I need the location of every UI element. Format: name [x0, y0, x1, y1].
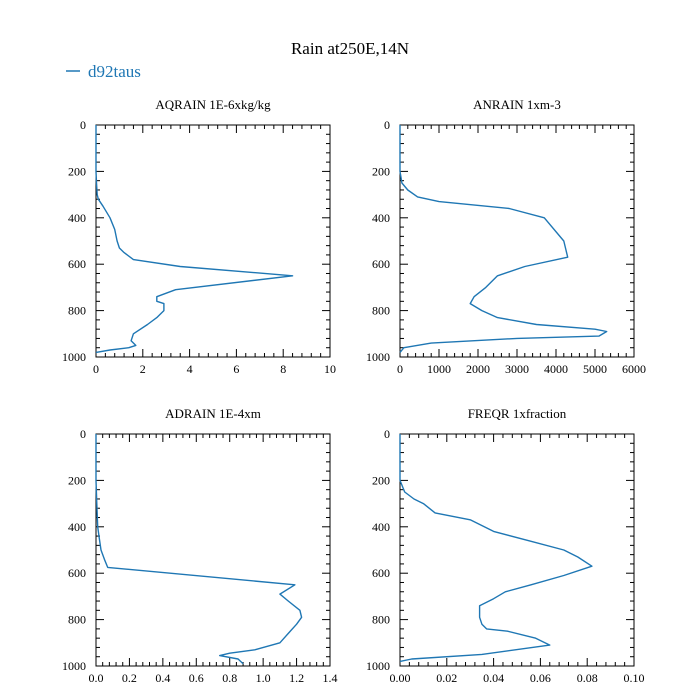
x-tick-label: 3000	[505, 362, 529, 376]
x-tick-label: 1.2	[289, 671, 304, 685]
x-tick-label: 5000	[583, 362, 607, 376]
y-tick-label: 200	[68, 164, 86, 178]
x-tick-label: 0	[397, 362, 403, 376]
x-tick-label: 6	[233, 362, 239, 376]
y-tick-label: 800	[68, 304, 86, 318]
series-line-d92taus	[399, 125, 608, 353]
x-tick-label: 0.0	[89, 671, 104, 685]
y-tick-label: 400	[68, 211, 86, 225]
x-tick-label: 0.4	[155, 671, 170, 685]
panel-4: FREQR 1xfraction 0.00 0.02 0.04 0.06 0.08 0.10…	[366, 406, 645, 685]
y-tick-label: 200	[372, 164, 390, 178]
y-tick-label: 800	[68, 613, 86, 627]
x-tick-label: 0.8	[222, 671, 237, 685]
panel-2: ANRAIN 1xm-3 0 1000 2000 3000 4000 5000 6000 0 20…	[366, 97, 646, 376]
y-tick-label: 400	[68, 520, 86, 534]
x-tick-label: 0.06	[530, 671, 551, 685]
x-tick-label: 0.02	[436, 671, 457, 685]
y-tick-label: 1000	[366, 659, 390, 673]
legend: d92taus	[66, 62, 141, 81]
y-tick-label: 0	[384, 118, 390, 132]
x-tick-label: 1000	[427, 362, 451, 376]
x-tick-label: 0.04	[483, 671, 504, 685]
x-tick-label: 0.08	[577, 671, 598, 685]
y-tick-label: 600	[68, 566, 86, 580]
y-tick-label: 400	[372, 520, 390, 534]
x-tick-label: 6000	[622, 362, 646, 376]
x-tick-label: 0.10	[624, 671, 645, 685]
plot-frame	[399, 124, 635, 358]
figure-title: Rain at250E,14N	[291, 39, 409, 58]
x-tick-label: 2	[140, 362, 146, 376]
panels: AQRAIN 1E-6xkg/kg 0 2 4 6 8 10 0 200 400 600 800 100…	[62, 97, 646, 685]
series-line-d92taus	[95, 434, 303, 665]
series-line-d92taus	[95, 125, 294, 354]
panel-1: AQRAIN 1E-6xkg/kg 0 2 4 6 8 10 0 200 400 600 800 100…	[62, 97, 336, 376]
y-tick-label: 600	[372, 566, 390, 580]
y-tick-label: 800	[372, 304, 390, 318]
x-tick-label: 1.0	[256, 671, 271, 685]
y-tick-label: 200	[68, 473, 86, 487]
y-tick-label: 0	[384, 427, 390, 441]
x-tick-label: 8	[280, 362, 286, 376]
x-tick-label: 0.6	[189, 671, 204, 685]
plot-frame	[95, 124, 331, 358]
y-tick-label: 1000	[62, 659, 86, 673]
panel-title: FREQR 1xfraction	[468, 406, 567, 421]
panel-title: ADRAIN 1E-4xm	[165, 406, 261, 421]
x-tick-label: 2000	[466, 362, 490, 376]
y-tick-label: 200	[372, 473, 390, 487]
panel-title: AQRAIN 1E-6xkg/kg	[155, 97, 271, 112]
y-tick-label: 600	[372, 257, 390, 271]
x-tick-label: 10	[324, 362, 336, 376]
y-tick-label: 0	[80, 427, 86, 441]
plot-frame	[399, 433, 635, 667]
x-tick-label: 4	[187, 362, 193, 376]
y-tick-label: 600	[68, 257, 86, 271]
y-tick-label: 1000	[366, 350, 390, 364]
panel-title: ANRAIN 1xm-3	[473, 97, 561, 112]
legend-label: d92taus	[88, 62, 141, 81]
y-tick-label: 400	[372, 211, 390, 225]
panel-3: ADRAIN 1E-4xm 0.0 0.2 0.4 0.6 0.8 1.0 1.2 1.4 0 20…	[62, 406, 338, 685]
plot-frame	[95, 433, 331, 667]
y-tick-label: 1000	[62, 350, 86, 364]
series-line-d92taus	[399, 434, 593, 663]
x-tick-label: 1.4	[323, 671, 338, 685]
x-tick-label: 0.00	[390, 671, 411, 685]
x-tick-label: 0	[93, 362, 99, 376]
x-tick-label: 4000	[544, 362, 568, 376]
x-tick-label: 0.2	[122, 671, 137, 685]
y-tick-label: 0	[80, 118, 86, 132]
y-tick-label: 800	[372, 613, 390, 627]
